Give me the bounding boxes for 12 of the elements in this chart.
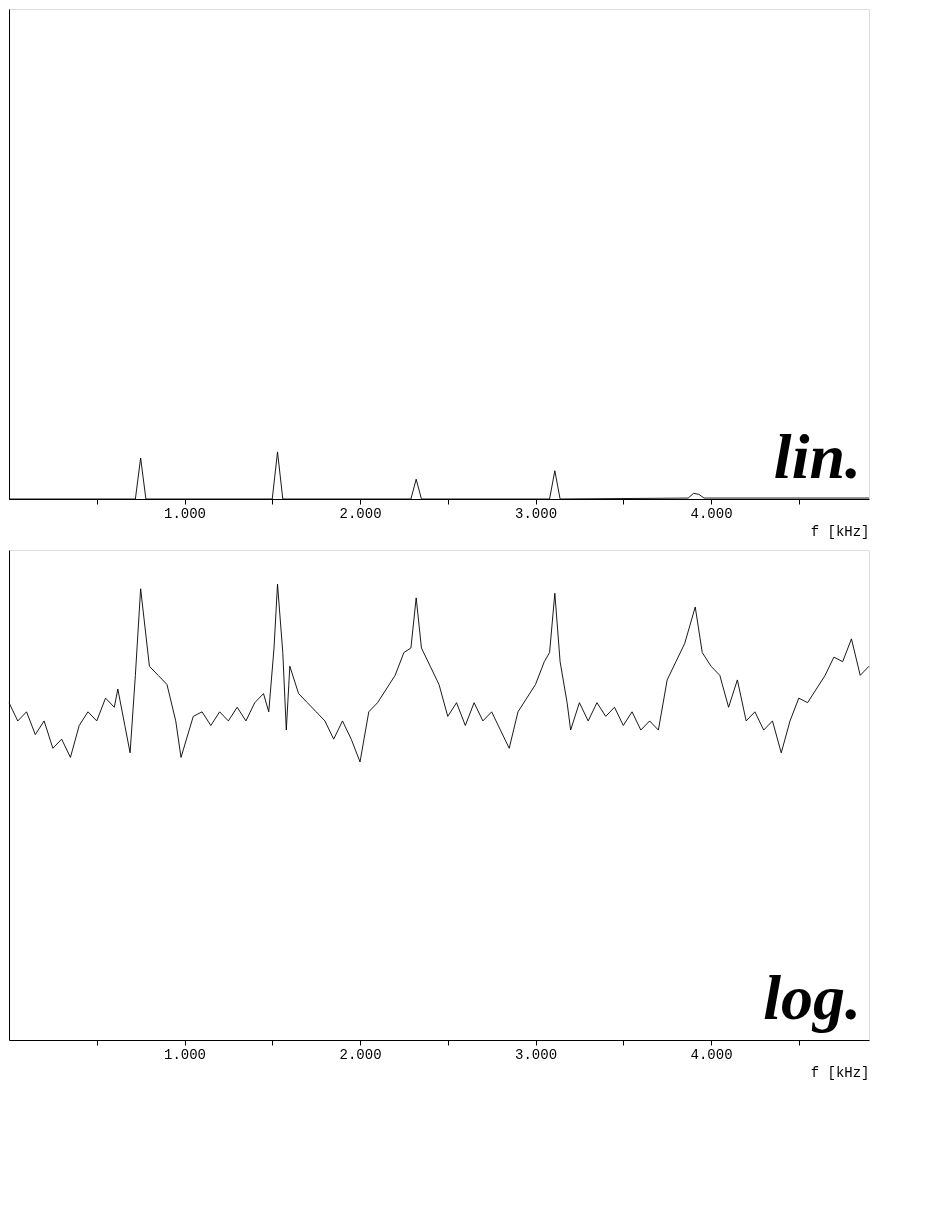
x-tick-label: 4.000	[690, 1046, 733, 1063]
x-tick-label: 1.000	[164, 1046, 207, 1063]
x-tick-label: 3.000	[515, 1046, 558, 1063]
x-axis-title: f [kHz]	[810, 1064, 870, 1081]
annotation: log.	[763, 962, 861, 1033]
annotation: lin.	[773, 421, 861, 492]
x-tick-label: 1.000	[164, 505, 207, 522]
x-axis-title: f [kHz]	[810, 523, 870, 540]
x-tick-label: 3.000	[515, 505, 558, 522]
x-tick-label: 2.000	[339, 1046, 382, 1063]
x-tick-label: 2.000	[339, 505, 382, 522]
x-tick-label: 4.000	[690, 505, 733, 522]
